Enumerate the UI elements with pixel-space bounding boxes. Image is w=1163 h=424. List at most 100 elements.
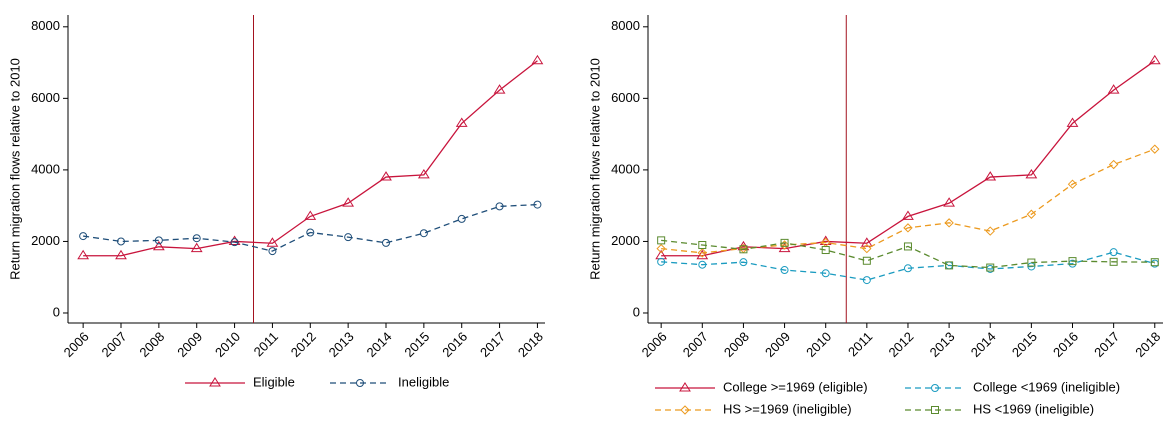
legend-marker <box>356 379 364 387</box>
marker <box>115 249 127 260</box>
legend-label: HS >=1969 (ineligible) <box>723 401 852 416</box>
marker <box>985 226 995 236</box>
x-tick-label: 2010 <box>212 329 243 360</box>
y-tick-label: 4000 <box>611 161 640 176</box>
x-tick-label: 2018 <box>1132 329 1163 360</box>
marker <box>533 200 542 209</box>
x-tick-label: 2009 <box>762 329 793 360</box>
marker <box>862 243 872 254</box>
y-axis-label: Return migration flows relative to 2010 <box>7 58 22 280</box>
marker <box>344 233 353 242</box>
x-tick-label: 2008 <box>136 329 167 360</box>
y-tick-label: 6000 <box>31 90 60 105</box>
x-tick-label: 2017 <box>1091 329 1122 360</box>
marker <box>943 197 956 207</box>
y-tick-label: 8000 <box>31 18 60 33</box>
y-tick-label: 2000 <box>31 233 60 248</box>
marker <box>1066 117 1079 127</box>
marker <box>1108 159 1119 170</box>
x-tick-label: 2014 <box>968 329 999 360</box>
x-tick-label: 2006 <box>61 329 92 360</box>
x-tick-label: 2007 <box>98 329 129 360</box>
marker <box>304 210 317 220</box>
marker <box>862 256 871 265</box>
marker <box>739 245 748 254</box>
marker <box>862 276 871 285</box>
legend-label: Ineligible <box>398 374 449 389</box>
marker <box>117 237 125 246</box>
x-tick-label: 2012 <box>885 329 916 360</box>
marker <box>493 84 506 94</box>
x-tick-label: 2011 <box>251 329 281 359</box>
marker <box>903 242 912 251</box>
marker <box>984 171 997 181</box>
marker <box>1068 257 1077 266</box>
marker <box>780 238 789 247</box>
x-tick-label: 2017 <box>477 329 508 360</box>
series-line <box>661 148 1155 254</box>
x-tick-label: 2016 <box>1050 329 1081 360</box>
marker <box>903 264 912 273</box>
y-axis-label: Return migration flows relative to 2010 <box>587 58 602 280</box>
series-line <box>83 60 538 257</box>
marker <box>739 258 748 267</box>
legend-label: College <1969 (ineligible) <box>973 379 1120 394</box>
marker <box>986 263 995 272</box>
marker <box>657 236 666 245</box>
marker <box>1026 209 1037 219</box>
x-tick-label: 2013 <box>326 329 357 360</box>
x-tick-label: 2007 <box>680 329 711 360</box>
x-tick-label: 2013 <box>927 329 958 360</box>
marker <box>1148 54 1161 65</box>
marker <box>821 269 830 278</box>
marker <box>192 234 201 243</box>
marker <box>778 242 791 253</box>
marker <box>190 242 203 253</box>
marker <box>268 247 277 256</box>
marker <box>342 197 355 207</box>
marker <box>821 246 830 255</box>
x-tick-label: 2011 <box>845 329 875 359</box>
legend-marker <box>931 406 939 414</box>
marker <box>1109 257 1118 266</box>
marker <box>228 235 241 245</box>
marker <box>230 238 239 247</box>
x-tick-label: 2018 <box>515 329 546 360</box>
x-tick-label: 2015 <box>401 329 432 360</box>
marker <box>417 168 430 179</box>
marker <box>380 171 392 181</box>
marker <box>1109 248 1118 257</box>
marker <box>382 238 390 247</box>
marker <box>1025 168 1038 179</box>
marker <box>1067 179 1078 189</box>
legend-marker <box>209 377 221 387</box>
chart: Return migration flows relative to 2010 0… <box>587 15 1163 416</box>
legend-marker <box>679 382 691 392</box>
marker <box>1150 144 1160 154</box>
y-tick-label: 2000 <box>611 233 640 248</box>
marker <box>455 117 468 127</box>
marker <box>306 228 315 237</box>
marker <box>419 229 428 238</box>
x-tick-label: 2006 <box>639 329 670 360</box>
y-tick-label: 0 <box>633 304 640 319</box>
marker <box>495 202 504 211</box>
legend-label: Eligible <box>253 374 295 389</box>
marker <box>154 236 163 245</box>
x-tick-label: 2009 <box>174 329 205 360</box>
legend-label: HS <1969 (ineligible) <box>973 401 1094 416</box>
marker <box>1150 258 1159 267</box>
marker <box>657 257 666 266</box>
marker <box>152 240 165 251</box>
marker <box>698 260 707 269</box>
marker <box>1107 84 1120 94</box>
marker <box>902 210 914 220</box>
marker <box>698 241 707 250</box>
marker <box>77 249 90 260</box>
y-tick-label: 8000 <box>611 18 640 33</box>
marker <box>697 248 708 258</box>
marker <box>780 266 789 275</box>
marker <box>79 232 88 241</box>
legend-marker <box>931 384 939 392</box>
